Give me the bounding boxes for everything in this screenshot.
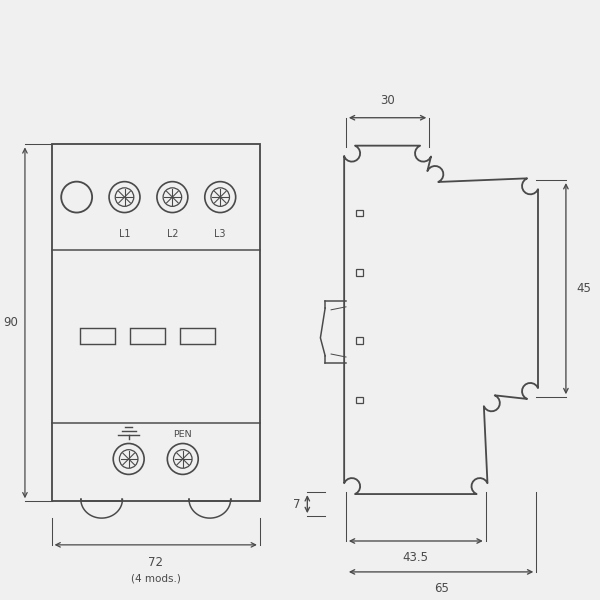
Text: 45: 45 [577,282,592,295]
Text: 7: 7 [293,497,300,511]
Bar [356,337,363,344]
Bar [356,209,363,216]
Text: PEN: PEN [173,430,192,439]
Text: L3: L3 [214,229,226,239]
Bar [180,328,215,344]
Text: 90: 90 [3,316,18,329]
Bar [356,397,363,403]
Text: (4 mods.): (4 mods.) [131,574,181,583]
Text: L1: L1 [119,229,130,239]
Bar [80,328,115,344]
Bar [52,145,260,501]
Bar [130,328,164,344]
Text: 72: 72 [148,556,163,569]
Text: 43.5: 43.5 [403,551,429,564]
Text: 30: 30 [380,94,395,107]
Text: L2: L2 [167,229,178,239]
Bar [356,269,363,275]
Text: 65: 65 [434,582,449,595]
